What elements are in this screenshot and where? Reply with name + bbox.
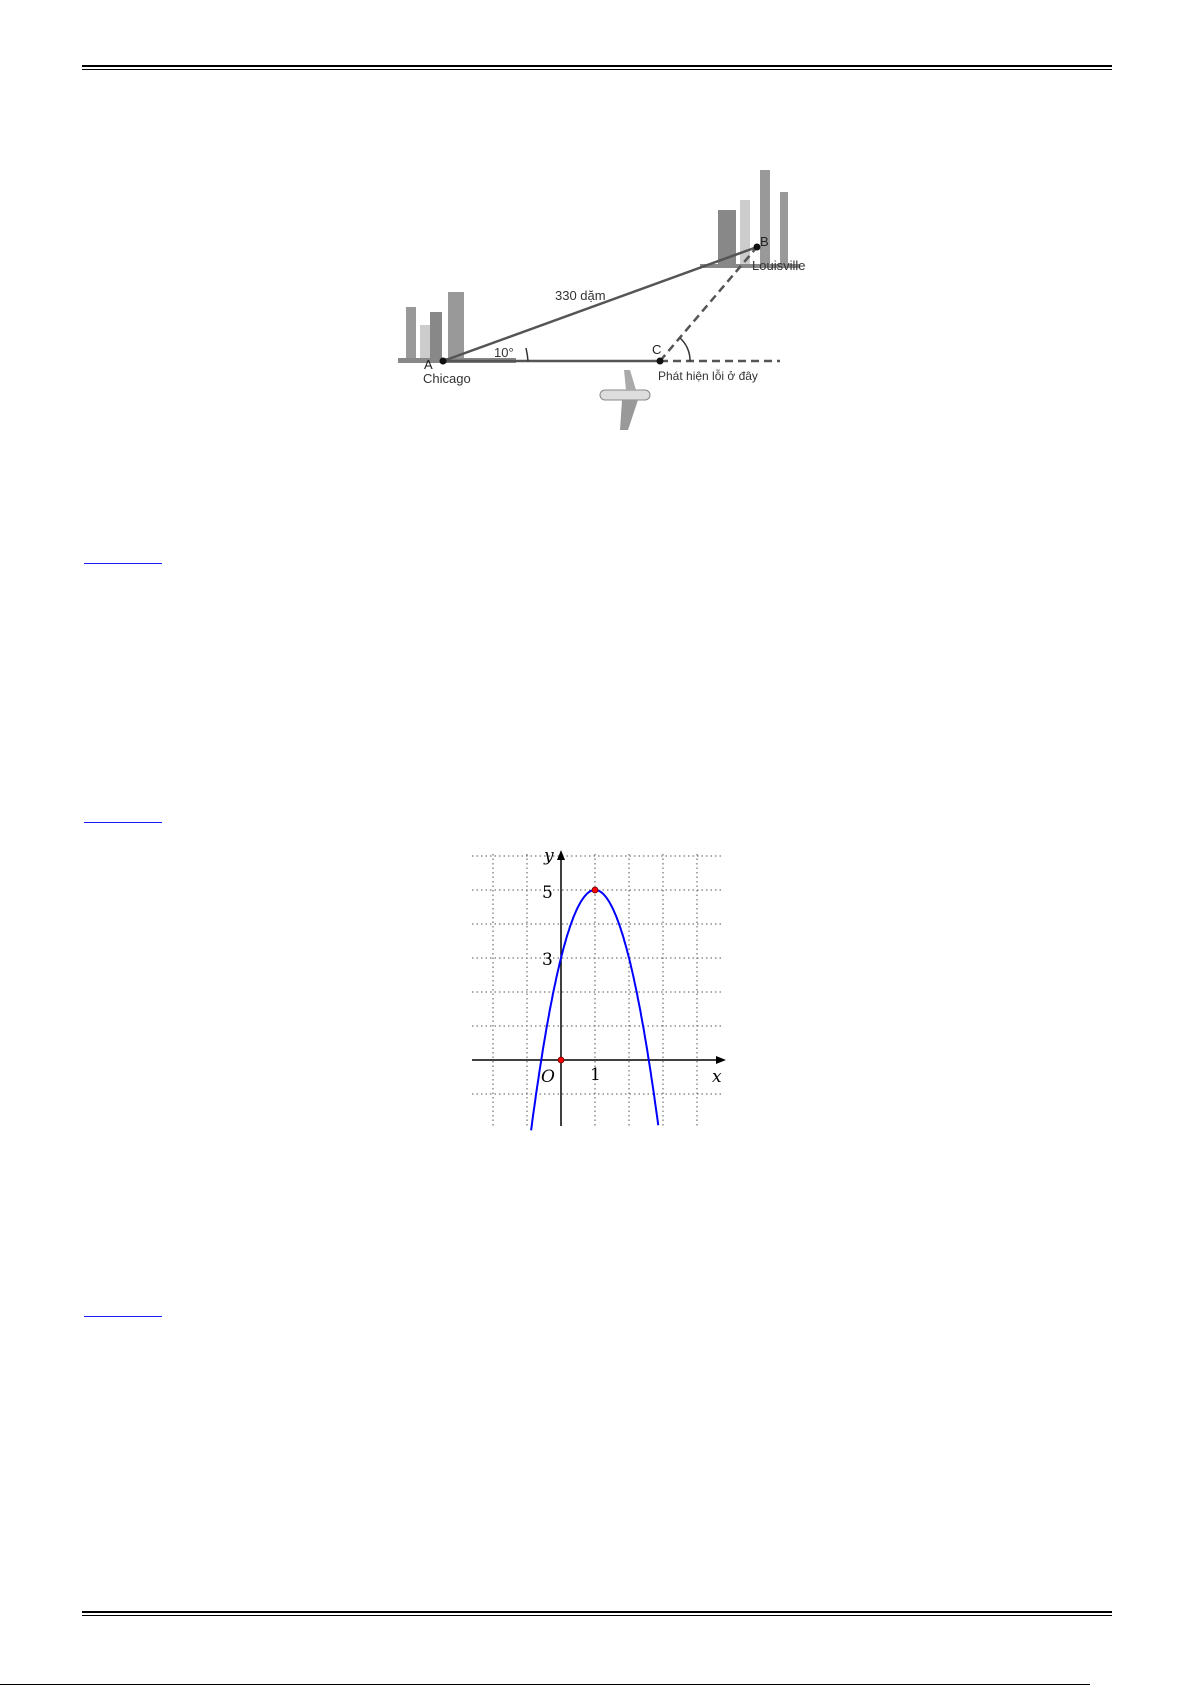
- city-louisville: Louisville: [752, 258, 805, 273]
- error-label: Phát hiện lỗi ở đây: [658, 368, 758, 383]
- point-vertex: [591, 886, 599, 894]
- airplane-icon: [599, 370, 651, 430]
- parabola-graph: y x O 5 3 1: [472, 846, 726, 1131]
- origin-label: O: [541, 1067, 555, 1087]
- segment-ab: [442, 245, 758, 363]
- segment-cb: [659, 246, 758, 362]
- answer-link[interactable]: [84, 563, 162, 564]
- label-b: B: [760, 234, 769, 249]
- x-axis-arrow: [716, 1056, 726, 1064]
- flight-diagram: 330 dặm 10° A B C Chicago Louisville Phá…: [398, 170, 805, 430]
- angle-arc: [525, 347, 529, 362]
- header-rule: [82, 65, 1112, 70]
- label-c: C: [652, 342, 661, 357]
- distance-label: 330 dặm: [555, 288, 606, 303]
- grid: [472, 854, 722, 1126]
- point-b: [753, 243, 761, 251]
- x-axis-label: x: [712, 1067, 722, 1087]
- tick-label-y3: 3: [542, 950, 553, 970]
- answer-link[interactable]: [84, 822, 162, 823]
- answer-link[interactable]: [84, 1316, 162, 1317]
- point-origin: [557, 1056, 565, 1064]
- city-chicago: Chicago: [423, 371, 471, 386]
- tick-label-x1: 1: [590, 1065, 601, 1085]
- angle-label: 10°: [494, 345, 514, 360]
- point-c: [656, 357, 664, 365]
- angle-arrow-c: [679, 337, 691, 362]
- y-axis-label: y: [543, 846, 554, 866]
- louisville-skyline: [700, 170, 800, 268]
- tick-label-y5: 5: [542, 883, 553, 903]
- footer-rule: [82, 1611, 1112, 1616]
- label-a: A: [424, 357, 433, 372]
- point-a: [439, 357, 447, 365]
- y-axis-arrow: [557, 850, 565, 860]
